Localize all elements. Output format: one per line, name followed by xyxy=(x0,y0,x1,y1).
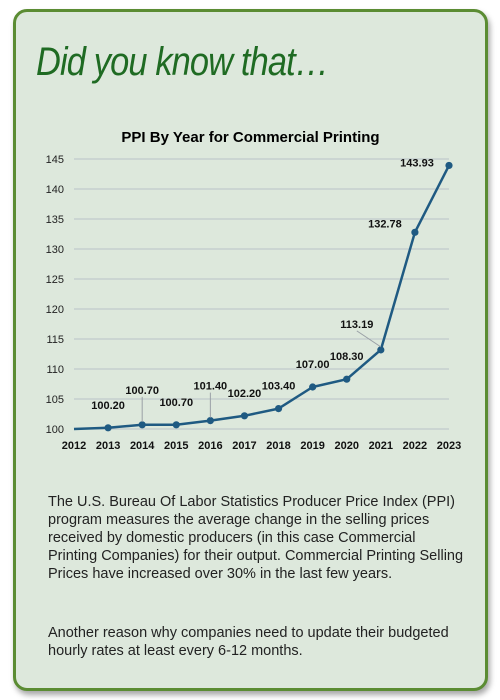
data-label-2017: 102.20 xyxy=(228,388,262,400)
headline: Did you know that… xyxy=(36,40,329,84)
y-tick-label-105: 105 xyxy=(46,394,64,406)
data-point-2017 xyxy=(240,412,249,420)
x-tick-label-2021: 2021 xyxy=(369,440,393,452)
leader-line-2021 xyxy=(356,330,382,348)
data-label-2022: 132.78 xyxy=(368,218,402,230)
data-point-2018 xyxy=(274,405,283,413)
data-label-2019: 107.00 xyxy=(296,359,330,371)
data-label-2016: 101.40 xyxy=(194,381,228,393)
paragraph-ppi-description: The U.S. Bureau Of Labor Statistics Prod… xyxy=(48,494,464,582)
y-tick-label-125: 125 xyxy=(46,274,64,286)
ppi-line-chart: 100 105 110 115 120 125 130 135 140 145 2012 2013 20… xyxy=(46,154,462,452)
x-tick-label-2020: 2020 xyxy=(334,440,358,452)
y-tick-label-140: 140 xyxy=(46,184,64,196)
x-tick-label-2023: 2023 xyxy=(437,440,461,452)
data-label-2013: 100.20 xyxy=(91,400,125,412)
series-line xyxy=(73,164,451,431)
paragraph-budget-reminder: Another reason why companies need to upd… xyxy=(48,625,449,659)
data-point-2016 xyxy=(206,417,214,425)
chart-title: PPI By Year for Commercial Printing xyxy=(121,129,380,146)
data-point-2020 xyxy=(343,375,351,383)
x-tick-label-2017: 2017 xyxy=(232,440,256,452)
x-tick-label-2015: 2015 xyxy=(164,440,188,452)
data-label-2023: 143.93 xyxy=(400,157,434,169)
y-tick-label-100: 100 xyxy=(46,424,64,436)
data-point-2019 xyxy=(309,383,317,391)
data-label-2021: 113.19 xyxy=(340,319,373,331)
data-point-2022 xyxy=(411,228,419,236)
y-tick-label-135: 135 xyxy=(46,214,64,226)
data-label-2015: 100.70 xyxy=(159,397,193,409)
x-tick-label-2018: 2018 xyxy=(266,440,290,452)
y-tick-label-130: 130 xyxy=(46,244,64,256)
x-tick-label-2019: 2019 xyxy=(300,440,324,452)
data-point-2015 xyxy=(172,421,180,429)
data-point-2021 xyxy=(377,346,385,354)
data-label-2018: 103.40 xyxy=(262,381,296,393)
x-tick-label-2012: 2012 xyxy=(62,440,86,452)
data-point-2013 xyxy=(104,424,112,432)
x-tick-label-2022: 2022 xyxy=(403,440,427,452)
x-tick-label-2016: 2016 xyxy=(198,440,222,452)
y-tick-label-145: 145 xyxy=(46,154,64,166)
data-point-2023 xyxy=(445,161,453,170)
info-card: Did you know that… PPI By Year for Comme… xyxy=(13,9,488,691)
y-tick-label-120: 120 xyxy=(46,304,64,316)
data-point-2014 xyxy=(138,421,146,429)
y-tick-label-115: 115 xyxy=(46,334,64,346)
data-label-2014: 100.70 xyxy=(125,385,159,397)
x-tick-label-2013: 2013 xyxy=(96,440,120,452)
data-label-2020: 108.30 xyxy=(330,351,364,363)
y-tick-label-110: 110 xyxy=(46,364,64,376)
x-tick-label-2014: 2014 xyxy=(130,440,155,452)
